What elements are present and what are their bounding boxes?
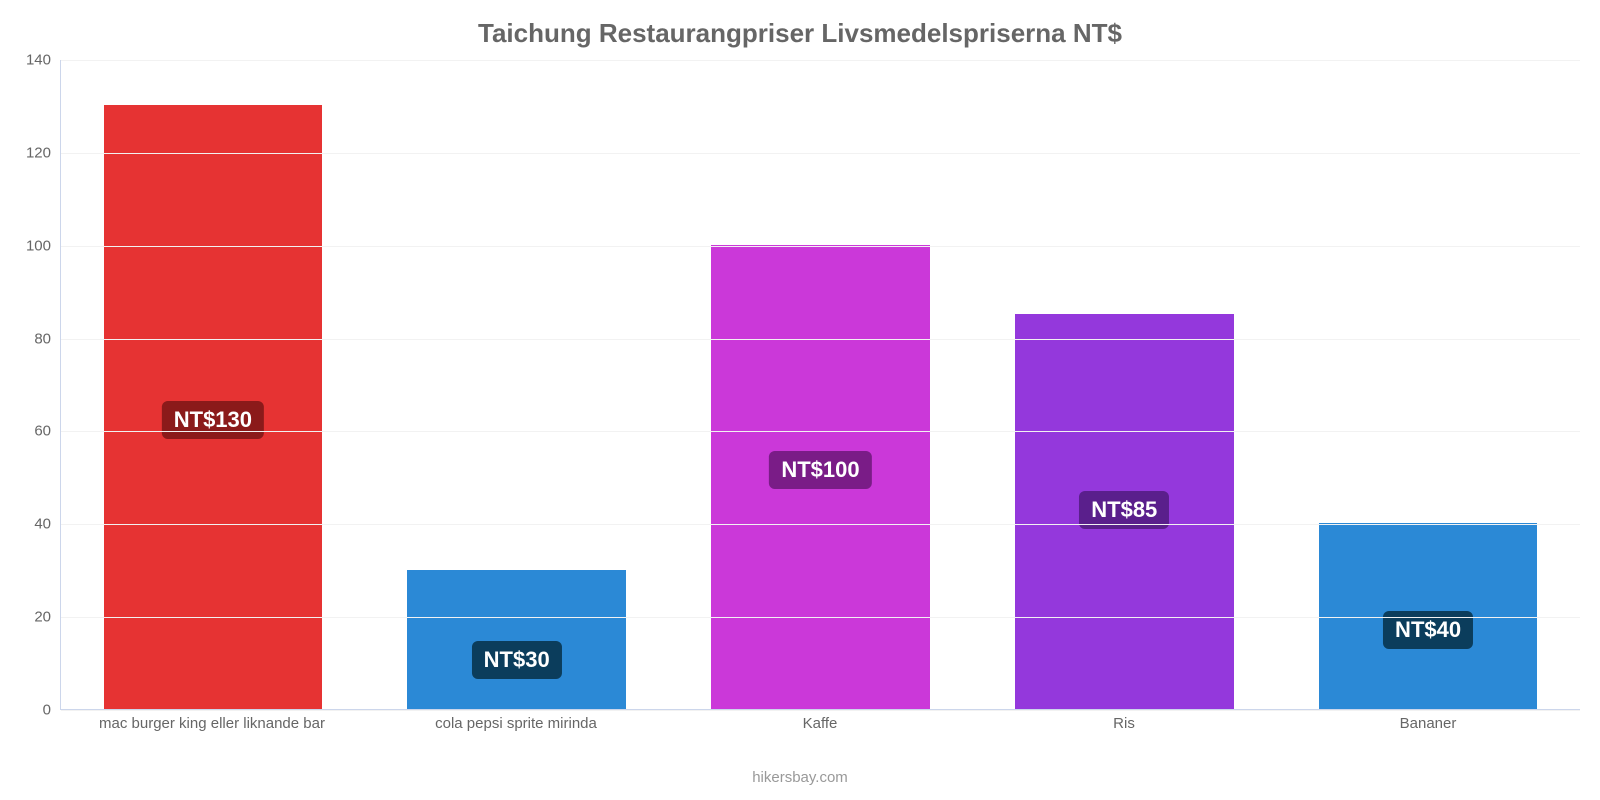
bar: NT$85 <box>1015 314 1234 709</box>
y-tick-label: 120 <box>11 144 51 161</box>
gridline <box>61 246 1580 247</box>
x-axis-label: mac burger king eller liknande bar <box>60 715 364 732</box>
gridline <box>61 431 1580 432</box>
bar: NT$40 <box>1319 523 1538 709</box>
x-axis-label: cola pepsi sprite mirinda <box>364 715 668 732</box>
bar: NT$30 <box>407 570 626 709</box>
y-tick-label: 100 <box>11 237 51 254</box>
y-tick-label: 0 <box>11 702 51 719</box>
x-axis-labels: mac burger king eller liknande barcola p… <box>60 715 1580 732</box>
y-tick-label: 140 <box>11 52 51 69</box>
bar-slot: NT$85 <box>972 60 1276 709</box>
plot-area: NT$130NT$30NT$100NT$85NT$40 020406080100… <box>60 60 1580 710</box>
bar: NT$130 <box>104 105 323 709</box>
gridline <box>61 339 1580 340</box>
chart-title: Taichung Restaurangpriser Livsmedelspris… <box>0 18 1600 49</box>
bar-value-label: NT$100 <box>769 451 871 489</box>
bar-value-label: NT$130 <box>162 401 264 439</box>
bar-slot: NT$40 <box>1276 60 1580 709</box>
gridline <box>61 617 1580 618</box>
bar-slot: NT$100 <box>669 60 973 709</box>
price-bar-chart: Taichung Restaurangpriser Livsmedelspris… <box>0 0 1600 800</box>
gridline <box>61 710 1580 711</box>
bar-value-label: NT$30 <box>472 641 562 679</box>
x-axis-label: Kaffe <box>668 715 972 732</box>
y-tick-label: 40 <box>11 516 51 533</box>
x-axis-label: Ris <box>972 715 1276 732</box>
bar: NT$100 <box>711 245 930 709</box>
y-tick-label: 20 <box>11 609 51 626</box>
gridline <box>61 524 1580 525</box>
bar-slot: NT$130 <box>61 60 365 709</box>
gridline <box>61 153 1580 154</box>
x-axis-label: Bananer <box>1276 715 1580 732</box>
bar-slot: NT$30 <box>365 60 669 709</box>
gridline <box>61 60 1580 61</box>
footer-credit: hikersbay.com <box>0 769 1600 786</box>
bars-row: NT$130 NT$30 NT$100 NT$85 NT$40 <box>61 60 1580 709</box>
y-tick-label: 60 <box>11 423 51 440</box>
y-tick-label: 80 <box>11 330 51 347</box>
